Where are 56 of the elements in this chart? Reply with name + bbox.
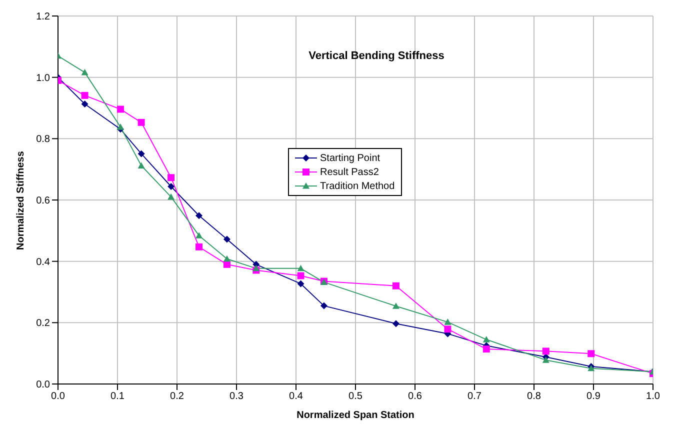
x-tick-label: 0.0 <box>51 391 66 402</box>
point <box>196 243 203 250</box>
point <box>444 318 452 325</box>
point <box>392 320 400 328</box>
x-tick-label: 0.3 <box>230 391 244 402</box>
point <box>444 326 452 333</box>
y-tick-label: 1.2 <box>36 12 50 23</box>
point <box>168 193 175 200</box>
point <box>116 106 124 113</box>
point <box>168 174 175 182</box>
point <box>138 150 145 158</box>
point <box>392 302 400 309</box>
text: Vertical Bending Stiffness <box>308 50 446 62</box>
point <box>542 356 550 363</box>
x-axis-title: Normalized Span Station <box>296 410 414 421</box>
y-tick-label: 1.0 <box>36 72 50 84</box>
point <box>297 264 304 272</box>
legend-label: Starting Point <box>320 152 380 164</box>
y-tick-label: 0.6 <box>36 196 50 207</box>
point <box>116 124 124 130</box>
legend-label: Result Pass2 <box>320 166 379 178</box>
x-tick-label: 0.8 <box>527 391 542 402</box>
x-tick-label: 0.7 <box>468 391 482 402</box>
x-tick-label: 0.2 <box>170 391 184 402</box>
point <box>588 350 595 358</box>
point <box>297 272 304 280</box>
x-tick-label: 0.9 <box>586 391 601 402</box>
point <box>223 236 230 243</box>
point <box>482 346 490 353</box>
legend-label: Tradition Method <box>320 180 395 192</box>
x-tick-label: 1.0 <box>646 391 660 402</box>
point <box>223 255 230 262</box>
point <box>168 183 175 190</box>
point <box>297 280 304 288</box>
y-tick-label: 0.8 <box>36 134 50 146</box>
point <box>81 100 88 108</box>
point <box>81 92 88 99</box>
point <box>138 118 145 126</box>
x-tick-label: 0.4 <box>289 391 304 402</box>
point <box>320 302 328 310</box>
point <box>138 162 145 168</box>
point <box>482 336 490 342</box>
point <box>196 232 203 238</box>
y-tick-label: 0.0 <box>36 380 50 391</box>
point <box>81 68 88 76</box>
point <box>196 212 203 220</box>
x-tick-label: 0.5 <box>348 391 363 402</box>
point <box>252 264 260 272</box>
point <box>392 282 400 290</box>
y-tick-label: 0.4 <box>36 256 50 268</box>
y-axis-title: Normalized Stiffness <box>16 150 27 250</box>
point <box>542 348 550 355</box>
x-tick-label: 0.1 <box>110 391 125 402</box>
y-tick-label: 0.2 <box>36 318 50 330</box>
x-tick-label: 0.6 <box>408 391 422 402</box>
point <box>223 260 230 268</box>
